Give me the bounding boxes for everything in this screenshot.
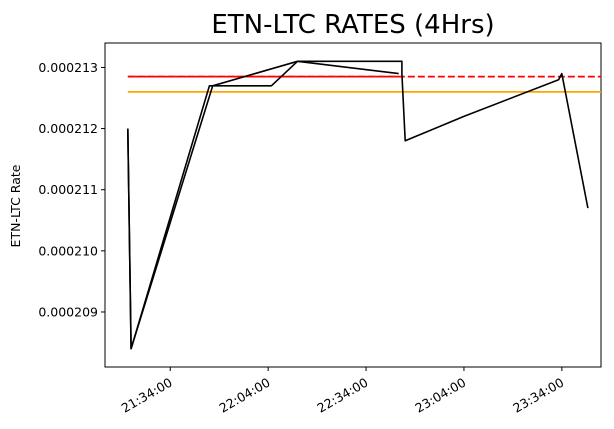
y-tick-label-3: 0.000211: [38, 182, 98, 197]
series-line-1: [127, 60, 589, 350]
x-tick-label-4: 23:04:00: [412, 375, 468, 416]
x-tick-label-3: 22:34:00: [314, 375, 370, 416]
x-tick-label-1: 21:34:00: [119, 375, 175, 416]
series-line-2: [127, 60, 399, 350]
x-tick-label-2: 22:04:00: [217, 375, 273, 416]
y-axis: 0.000209 0.000210 0.000211 0.000212 0.000213: [38, 60, 105, 319]
y-axis-label: ETN-LTC Rate: [8, 164, 23, 247]
y-tick-label-4: 0.000212: [38, 121, 98, 136]
chart-title: ETN-LTC RATES (4Hrs): [211, 10, 494, 40]
y-tick-label-2: 0.000210: [38, 243, 98, 258]
x-tick-label-5: 23:34:00: [510, 375, 566, 416]
plot-area: [104, 42, 602, 368]
y-tick-label-1: 0.000209: [38, 304, 98, 319]
plot-frame: [104, 42, 602, 368]
y-tick-label-5: 0.000213: [38, 60, 98, 75]
x-axis: 21:34:00 22:04:00 22:34:00 23:04:00 23:34:00: [119, 367, 566, 416]
